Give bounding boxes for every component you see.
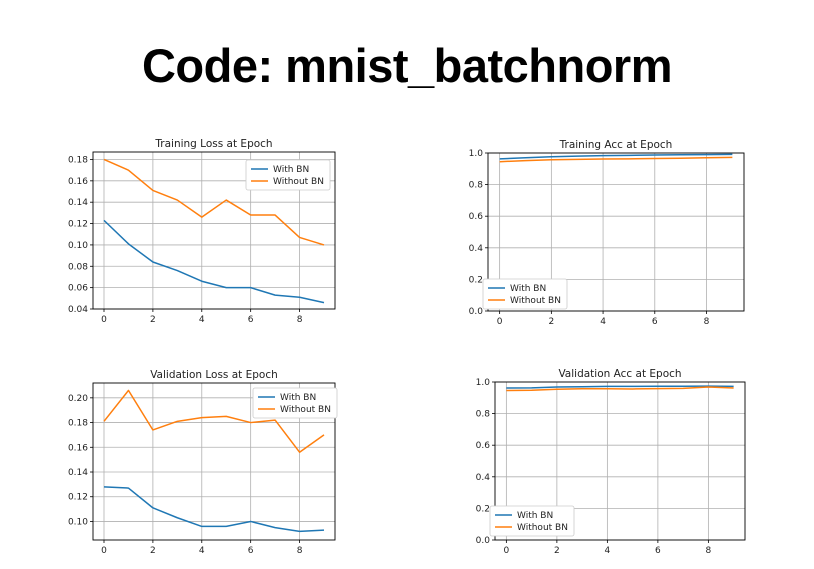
y-tick-label: 0.04 — [68, 305, 88, 315]
plot-frame — [494, 381, 746, 541]
y-tick-label: 0.20 — [68, 394, 88, 404]
legend: With BN Without BN — [245, 159, 331, 191]
y-tick-label: 0.10 — [68, 517, 88, 527]
training-acc-chart: Training Acc at Epoch 0 2 4 6 8 0.0 0.2 0.4 0.6 0.… — [452, 136, 752, 327]
x-tick-label: 2 — [150, 546, 156, 556]
y-tick-label: 0.8 — [469, 181, 484, 191]
series-line-without-bn — [103, 158, 325, 246]
chart-title: Training Loss at Epoch — [154, 138, 272, 150]
y-tick-label: 1.0 — [476, 378, 491, 388]
series-line-with-bn — [499, 153, 733, 160]
legend: With BN Without BN — [489, 505, 575, 537]
legend-label: With BN — [510, 284, 546, 294]
x-tick-label: 2 — [150, 315, 156, 325]
legend-label: Without BN — [517, 523, 568, 533]
x-tick-label: 6 — [248, 546, 254, 556]
x-tick-label: 0 — [497, 317, 503, 327]
y-tick-label: 0.0 — [476, 536, 491, 546]
y-tick-label: 1.0 — [469, 149, 484, 159]
x-tick-label: 2 — [554, 546, 560, 556]
x-tick-label: 4 — [199, 546, 205, 556]
series-line-without-bn — [499, 156, 733, 163]
series-line-without-bn — [506, 386, 734, 392]
y-tick-label: 0.10 — [68, 241, 88, 251]
x-tick-label: 6 — [652, 317, 658, 327]
y-tick-label: 0.8 — [476, 410, 491, 420]
x-tick-label: 6 — [248, 315, 254, 325]
legend: With BN Without BN — [482, 278, 568, 310]
series-line-with-bn — [103, 486, 325, 533]
plot-frame — [487, 152, 745, 312]
y-tick-label: 0.14 — [68, 198, 88, 208]
x-tick-label: 2 — [548, 317, 554, 327]
x-tick-label: 4 — [605, 546, 611, 556]
x-tick-label: 0 — [101, 315, 107, 325]
y-tick-label: 0.6 — [476, 441, 491, 451]
slide-title: Code: mnist_batchnorm — [141, 39, 673, 92]
y-tick-label: 0.2 — [469, 275, 483, 285]
x-tick-label: 8 — [297, 315, 303, 325]
y-tick-label: 0.4 — [476, 473, 491, 483]
legend-box — [482, 278, 568, 310]
legend-box — [245, 159, 331, 191]
y-tick-label: 0.6 — [469, 212, 484, 222]
legend-label: With BN — [280, 393, 316, 403]
legend-label: With BN — [517, 511, 553, 521]
y-tick-label: 0.08 — [68, 262, 88, 272]
y-tick-label: 0.18 — [68, 155, 88, 165]
y-tick-label: 0.18 — [68, 419, 88, 429]
y-tick-label: 0.06 — [68, 284, 88, 294]
series-line-with-bn — [506, 385, 734, 389]
y-tick-label: 0.12 — [68, 493, 88, 503]
y-tick-label: 0.16 — [68, 177, 88, 187]
training-loss-chart: Training Loss at Epoch 0 2 4 6 8 0.04 0.06 0.08 0… — [45, 136, 340, 326]
chart-title: Validation Loss at Epoch — [150, 369, 278, 381]
x-tick-label: 8 — [704, 317, 710, 327]
x-tick-label: 8 — [706, 546, 712, 556]
y-tick-label: 0.2 — [476, 504, 490, 514]
y-tick-label: 0.0 — [469, 307, 484, 317]
y-tick-label: 0.14 — [68, 468, 88, 478]
plot-frame — [92, 151, 336, 310]
legend-label: Without BN — [510, 296, 561, 306]
legend-label: Without BN — [280, 405, 331, 415]
y-tick-label: 0.4 — [469, 244, 484, 254]
x-tick-label: 0 — [101, 546, 107, 556]
series-line-with-bn — [103, 219, 325, 304]
legend-label: Without BN — [273, 177, 324, 187]
y-tick-label: 0.16 — [68, 443, 88, 453]
x-tick-label: 6 — [655, 546, 661, 556]
chart-title: Training Acc at Epoch — [559, 139, 673, 151]
validation-loss-chart: Validation Loss at Epoch 0 2 4 6 8 0.10 0.12 0.1… — [45, 368, 340, 556]
x-tick-label: 8 — [297, 546, 303, 556]
series-line-without-bn — [103, 389, 325, 453]
validation-loss-svg: Validation Loss at Epoch 0 2 4 6 8 0.10 0.12 0.1… — [68, 369, 338, 556]
legend-label: With BN — [273, 165, 309, 175]
plot-frame — [92, 382, 336, 541]
validation-acc-chart: Validation Acc at Epoch 0 2 4 6 8 0.0 0.2 0.4 0.6… — [455, 365, 760, 556]
legend: With BN Without BN — [252, 387, 338, 419]
x-tick-label: 0 — [503, 546, 509, 556]
chart-title: Validation Acc at Epoch — [558, 368, 681, 380]
legend-box — [489, 505, 575, 537]
x-tick-label: 4 — [199, 315, 205, 325]
training-loss-svg: Training Loss at Epoch 0 2 4 6 8 0.04 0.06 0.08 0… — [68, 138, 336, 325]
x-tick-label: 4 — [600, 317, 606, 327]
legend-box — [252, 387, 338, 419]
validation-acc-svg: Validation Acc at Epoch 0 2 4 6 8 0.0 0.2 0.4 0.6… — [476, 368, 746, 556]
y-tick-label: 0.12 — [68, 220, 88, 230]
training-acc-svg: Training Acc at Epoch 0 2 4 6 8 0.0 0.2 0.4 0.6 0.… — [469, 139, 745, 327]
